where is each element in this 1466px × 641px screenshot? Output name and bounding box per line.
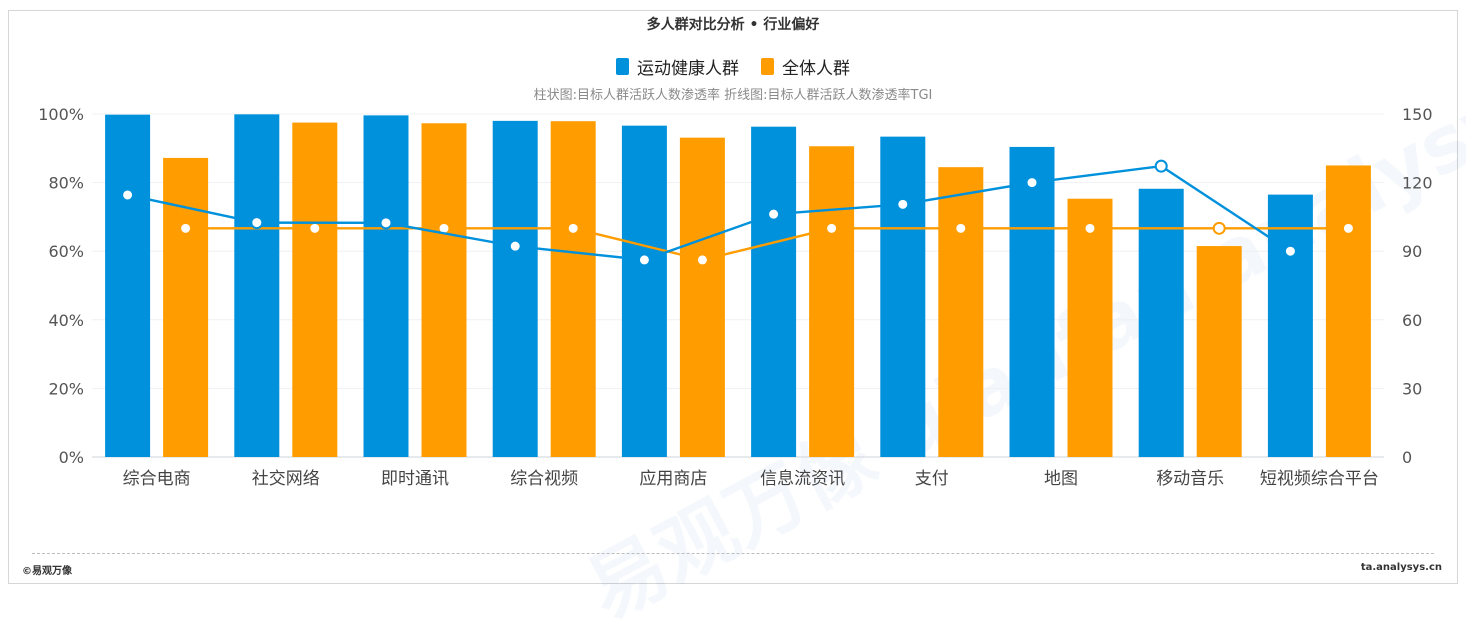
line-point <box>896 197 910 211</box>
y-right-tick-label: 120 <box>1402 174 1433 193</box>
y-right-tick-label: 90 <box>1402 242 1422 261</box>
bar <box>938 167 984 458</box>
bar <box>679 137 725 458</box>
line-point <box>1154 159 1168 173</box>
x-tick-label: 社交网络 <box>252 469 320 489</box>
x-tick-label: 信息流资讯 <box>760 469 845 489</box>
bar <box>880 136 926 457</box>
bar <box>421 123 467 458</box>
line-point <box>767 207 781 221</box>
bar <box>809 146 855 457</box>
bar <box>1138 188 1184 458</box>
footer-copyright: ©易观万像 <box>22 566 72 577</box>
chart-svg: 0% 20% 40% 60% 80% 100% 0 30 60 90 120 150 综合电商 社交网络 即… <box>38 105 1433 489</box>
x-tick-label: 综合视频 <box>510 469 578 489</box>
line-point <box>637 253 651 267</box>
line-point <box>825 221 839 235</box>
legend-item-all[interactable]: 全体人群 <box>761 54 850 79</box>
bar <box>1325 165 1371 457</box>
bar <box>1009 146 1055 458</box>
legend-label-all: 全体人群 <box>782 59 850 79</box>
chart-title: 多人群对比分析 • 行业偏好 <box>646 17 820 33</box>
line-point <box>954 221 968 235</box>
legend-item-sports[interactable]: 运动健康人群 <box>616 54 739 79</box>
bar <box>105 114 151 457</box>
legend-swatch-blue <box>616 58 629 75</box>
line-point <box>379 216 393 230</box>
legend: 运动健康人群 全体人群 <box>0 54 1466 79</box>
x-tick-label: 应用商店 <box>639 469 707 489</box>
line-point <box>1212 221 1226 235</box>
bar <box>492 120 538 458</box>
y-right-tick-label: 60 <box>1402 311 1422 330</box>
y-left-tick-label: 0% <box>59 448 84 467</box>
line-point <box>1283 244 1297 258</box>
y-right-tick-label: 0 <box>1402 448 1412 467</box>
series-line <box>127 164 1292 262</box>
line-point <box>1341 221 1355 235</box>
bar <box>292 122 338 457</box>
x-tick-label: 即时通讯 <box>381 469 449 489</box>
line-point <box>121 188 135 202</box>
series-line <box>185 227 1349 262</box>
y-left-tick-label: 100% <box>38 105 84 124</box>
y-left-tick-label: 60% <box>48 242 84 261</box>
bar <box>751 126 797 457</box>
line-point <box>250 216 264 230</box>
footer-divider <box>32 553 1434 554</box>
legend-swatch-orange <box>761 58 774 75</box>
line-point <box>695 253 709 267</box>
bar <box>1267 194 1313 458</box>
bar <box>234 114 280 457</box>
bar <box>550 121 596 457</box>
chart-subtitle: 柱状图:目标人群活跃人数渗透率 折线图:目标人群活跃人数渗透率TGI <box>533 88 933 103</box>
bar <box>1067 198 1113 457</box>
x-tick-label: 综合电商 <box>123 469 191 489</box>
line-point <box>308 221 322 235</box>
footer-site: ta.analysys.cn <box>1360 562 1442 573</box>
y-right-tick-label: 150 <box>1402 105 1433 124</box>
y-right-tick-label: 30 <box>1402 379 1422 398</box>
bar <box>621 125 667 458</box>
x-tick-label: 地图 <box>1044 469 1078 489</box>
bar <box>163 157 209 458</box>
bar <box>1196 246 1242 457</box>
line-point <box>179 221 193 235</box>
line-point <box>508 239 522 253</box>
x-tick-label: 移动音乐 <box>1156 469 1224 489</box>
y-left-tick-label: 40% <box>48 311 84 330</box>
y-left-tick-label: 20% <box>48 379 84 398</box>
line-point <box>1083 221 1097 235</box>
bar <box>363 115 409 457</box>
x-tick-label: 支付 <box>915 469 949 489</box>
x-tick-label: 短视频综合平台 <box>1260 469 1379 489</box>
line-point <box>1025 176 1039 190</box>
line-point <box>566 221 580 235</box>
legend-label-sports: 运动健康人群 <box>637 59 739 79</box>
y-left-tick-label: 80% <box>48 174 84 193</box>
